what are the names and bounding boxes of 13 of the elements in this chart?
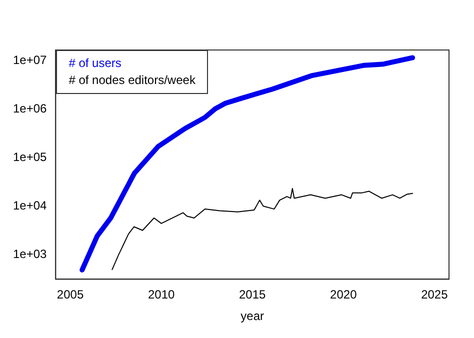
y-tick-label: 1e+07 [13, 53, 48, 67]
x-tick-label: 2015 [239, 288, 266, 302]
y-tick-label: 1e+06 [13, 102, 48, 116]
y-tick-label: 1e+04 [13, 198, 48, 213]
text: # of nodes editors/week [68, 72, 196, 89]
x-tick-label: 2025 [421, 288, 448, 302]
x-tick-label: 2005 [56, 288, 84, 302]
y-tick-label: 1e+05 [13, 150, 48, 164]
x-axis-title: year [240, 309, 264, 324]
text: # of users [68, 55, 122, 72]
x-tick-label: 2010 [148, 288, 175, 302]
x-tick-label: 2020 [330, 288, 358, 302]
y-tick-label: 1e+03 [13, 247, 48, 262]
